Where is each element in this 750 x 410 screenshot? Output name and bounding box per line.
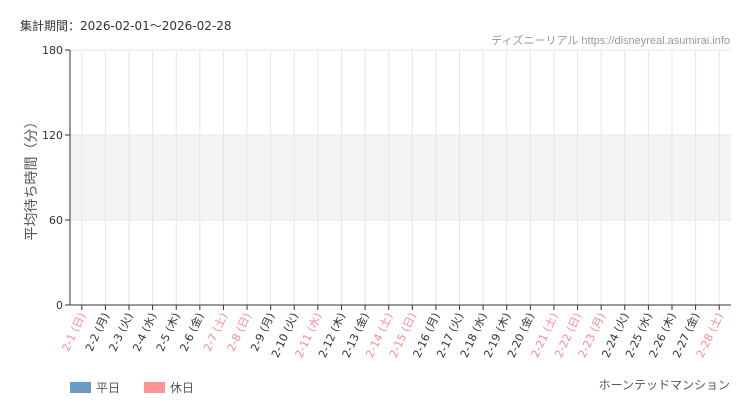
legend-swatch-holiday	[144, 382, 166, 393]
legend-label: 休日	[170, 381, 195, 395]
y-tick-label: 0	[56, 299, 63, 312]
y-tick-label: 180	[42, 44, 63, 57]
legend-item-weekday[interactable]: 平日	[70, 379, 120, 396]
legend-label: 平日	[96, 381, 121, 395]
legend-item-holiday[interactable]: 休日	[144, 379, 194, 396]
chart-title: 集計期間：2026-02-01～2026-02-28	[20, 19, 232, 33]
y-axis-label: 平均待ち時間（分）	[24, 115, 40, 241]
site-credit: ディズニーリアル https://disneyreal.asumirai.inf…	[491, 35, 730, 47]
legend: 平日 休日	[70, 379, 218, 396]
shaded-band	[70, 135, 731, 220]
y-tick-label: 60	[49, 214, 63, 227]
y-tick-label: 120	[42, 129, 63, 142]
legend-swatch-weekday	[70, 382, 91, 393]
attraction-name: ホーンテッドマンション	[598, 378, 730, 392]
